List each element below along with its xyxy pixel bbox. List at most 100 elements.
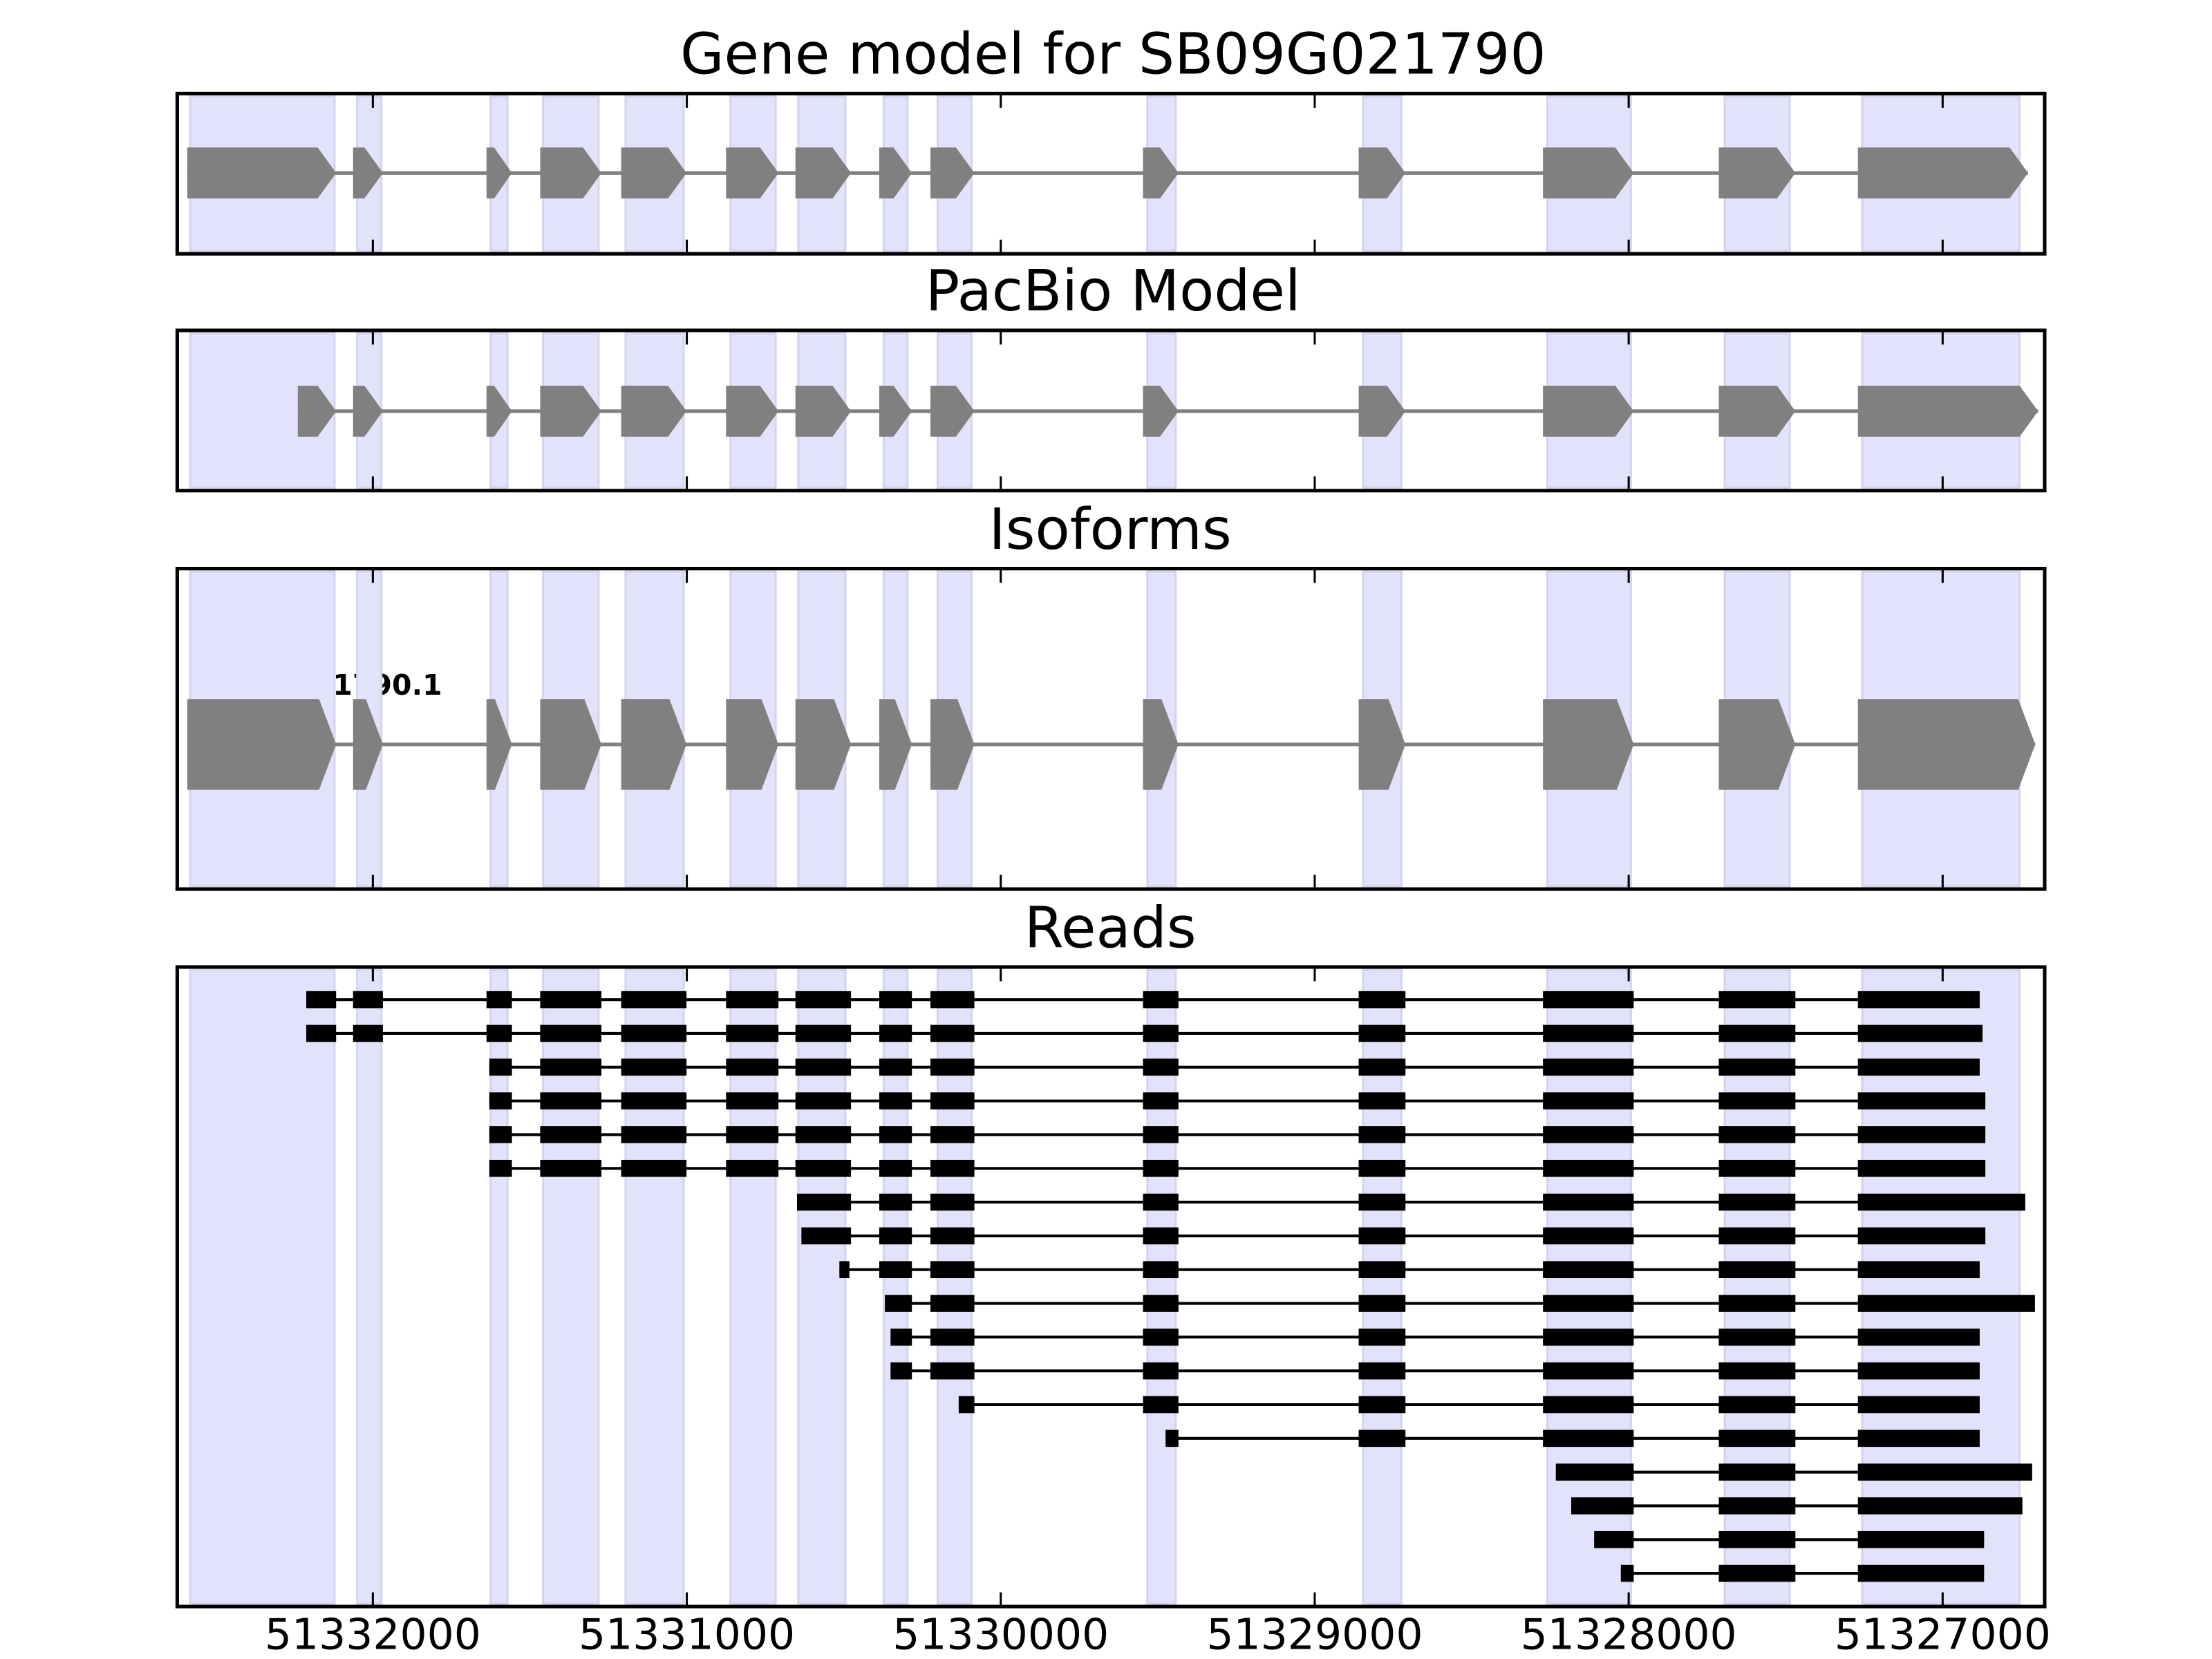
pacbio-model-exon xyxy=(1358,385,1406,437)
gene-model-exon xyxy=(486,147,512,199)
read-exon-block xyxy=(1165,1430,1179,1447)
read-exon-block xyxy=(1718,1227,1796,1245)
x-tick-label: 51328000 xyxy=(1521,1610,1737,1659)
read-exon-block xyxy=(1143,1092,1179,1109)
read-exon-block xyxy=(1543,1362,1634,1380)
gene-model-exon xyxy=(1358,147,1406,199)
read-exon-block xyxy=(1718,1362,1796,1380)
read-exon-block xyxy=(1143,1261,1179,1279)
read xyxy=(796,1193,2025,1211)
read xyxy=(489,1058,1980,1076)
read-exon-block xyxy=(879,991,912,1009)
read-exon-block xyxy=(1143,1126,1179,1143)
read xyxy=(489,1126,1986,1143)
read-exon-block xyxy=(1594,1530,1634,1548)
read-exon-block xyxy=(1857,1430,1980,1447)
panel-title-pacbio-model: PacBio Model xyxy=(926,259,1301,324)
gene-model-exon xyxy=(1543,147,1634,199)
gene-model-exon xyxy=(187,147,337,199)
read-exon-block xyxy=(930,1058,975,1076)
isoform-exon xyxy=(353,699,383,790)
read-exon-block xyxy=(1358,1092,1406,1109)
read-exon-block xyxy=(1143,1159,1179,1177)
read-exon-block xyxy=(1857,1295,2035,1312)
read-exon-block xyxy=(930,1159,975,1177)
x-tick-label: 51330000 xyxy=(892,1610,1109,1659)
read-exon-block xyxy=(489,1058,512,1076)
read-exon-block xyxy=(1718,1430,1796,1447)
read-exon-block xyxy=(795,1092,852,1109)
read-exon-block xyxy=(1143,1024,1179,1042)
read xyxy=(885,1295,2035,1312)
read-exon-block xyxy=(1857,1329,1980,1346)
pacbio-model-exon xyxy=(297,385,337,437)
read-exon-block xyxy=(1718,1159,1796,1177)
read-exon-block xyxy=(1543,1024,1634,1042)
read-exon-block xyxy=(621,991,687,1009)
read-exon-block xyxy=(1143,991,1179,1009)
x-tick-label: 51331000 xyxy=(579,1610,795,1659)
read-exon-block xyxy=(801,1227,852,1245)
read-exon-block xyxy=(1857,1396,1980,1414)
read-exon-block xyxy=(1543,1295,1634,1312)
read-exon-block xyxy=(1543,1126,1634,1143)
read-exon-block xyxy=(621,1159,687,1177)
read-exon-block xyxy=(1358,991,1406,1009)
x-tick-label: 51332000 xyxy=(265,1610,481,1659)
pacbio-model-exon xyxy=(1718,385,1796,437)
read-exon-block xyxy=(1857,1497,2023,1515)
read xyxy=(306,1024,1983,1042)
read-exon-block xyxy=(1143,1295,1179,1312)
isoform-exon xyxy=(187,699,337,790)
read xyxy=(489,1092,1986,1109)
panel-title-reads: Reads xyxy=(1024,895,1197,961)
read-exon-block xyxy=(1718,1024,1796,1042)
read xyxy=(1555,1463,2032,1481)
read-exon-block xyxy=(879,1126,912,1143)
read-exon-block xyxy=(1620,1564,1634,1582)
isoform-exon xyxy=(1857,699,2036,790)
pacbio-model-exon xyxy=(1143,385,1179,437)
read xyxy=(1571,1497,2023,1515)
read-exon-block xyxy=(1543,1092,1634,1109)
read-exon-block xyxy=(621,1058,687,1076)
read-exon-block xyxy=(1543,1430,1634,1447)
read-exon-block xyxy=(930,1329,975,1346)
x-tick-label: 51327000 xyxy=(1835,1610,2051,1659)
read-exon-block xyxy=(1358,1159,1406,1177)
read-exon-block xyxy=(1358,1261,1406,1279)
read-exon-block xyxy=(879,1024,912,1042)
pacbio-model-exon xyxy=(540,385,602,437)
read xyxy=(1165,1430,1980,1447)
gene-model-exon xyxy=(1143,147,1179,199)
read-exon-block xyxy=(930,1092,975,1109)
read-exon-block xyxy=(930,1295,975,1312)
read-exon-block xyxy=(621,1024,687,1042)
read-exon-block xyxy=(1543,1329,1634,1346)
read-exon-block xyxy=(1718,1058,1796,1076)
read-exon-block xyxy=(890,1329,912,1346)
gene-model-exon xyxy=(795,147,852,199)
panel-title-gene-model: Gene model for SB09G021790 xyxy=(680,22,1546,88)
isoform-exon xyxy=(795,699,852,790)
gene-model-exon xyxy=(1857,147,2028,199)
read-exon-block xyxy=(879,1227,912,1245)
read-exon-block xyxy=(1857,1024,1983,1042)
read-exon-block xyxy=(306,991,337,1009)
read-exon-block xyxy=(1718,1295,1796,1312)
read-exon-block xyxy=(726,1024,779,1042)
read xyxy=(839,1261,1980,1279)
read-exon-block xyxy=(795,991,852,1009)
gene-model-exon xyxy=(726,147,779,199)
read-exon-block xyxy=(1143,1227,1179,1245)
read-exon-block xyxy=(1718,1092,1796,1109)
read-exon-block xyxy=(1358,1362,1406,1380)
isoform-exon xyxy=(1718,699,1796,790)
read xyxy=(489,1159,1986,1177)
read-exon-block xyxy=(1358,1193,1406,1211)
read-exon-block xyxy=(930,1261,975,1279)
isoform-exon xyxy=(930,699,975,790)
read-exon-block xyxy=(1857,991,1980,1009)
read-exon-block xyxy=(1358,1024,1406,1042)
read xyxy=(1620,1564,1985,1582)
